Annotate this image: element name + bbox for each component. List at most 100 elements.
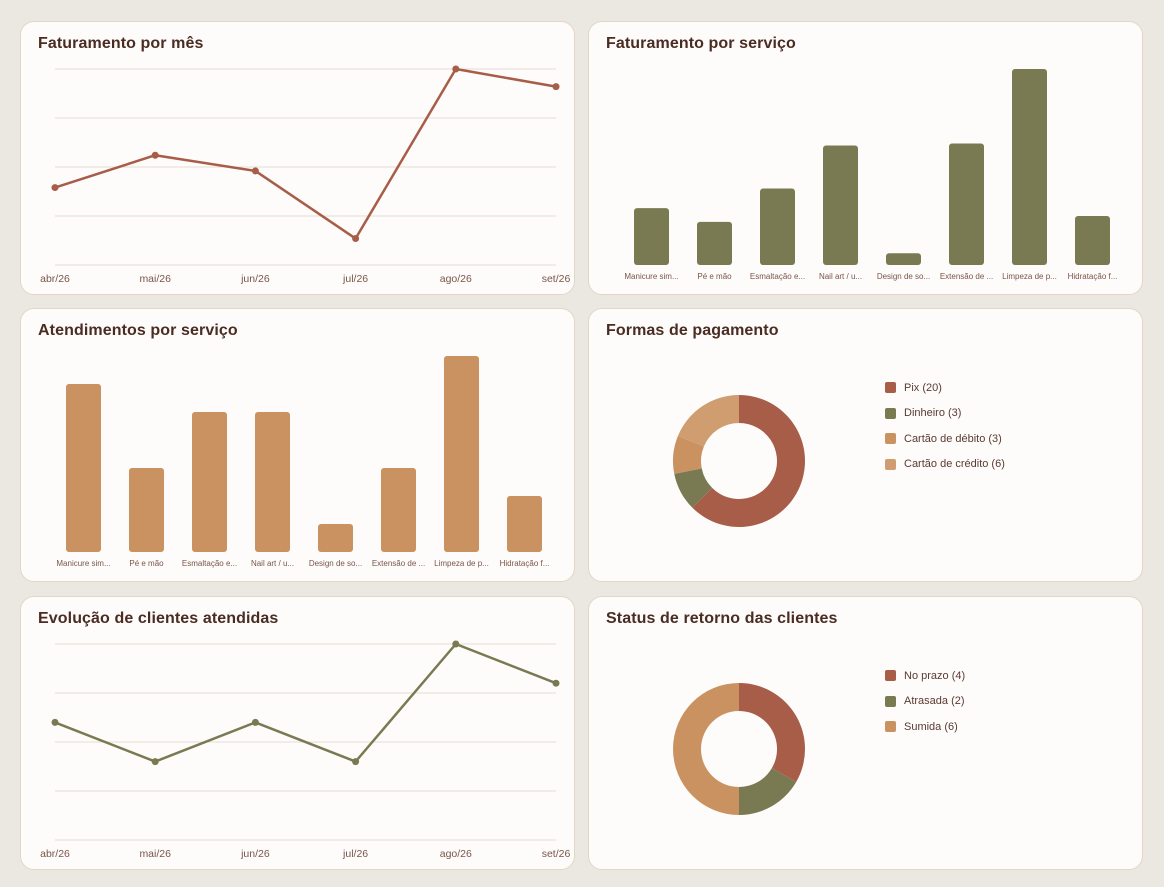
return-status-chart [673,683,805,815]
x-tick-label: Esmaltação e... [750,272,805,281]
bar [66,384,101,552]
clients-evolution-chart: abr/26 mai/26 jun/26 jul/26 ago/26 set/26 [40,640,571,860]
data-point [452,640,460,648]
bar [381,468,416,552]
payment-methods-card: Formas de pagamento Pix (20) Dinheiro (3)… [588,308,1143,582]
pie-slice [674,468,713,508]
x-tick-label: Design de so... [877,272,930,281]
legend-item: Pix (20) [885,375,1005,401]
data-point [151,151,159,159]
clients-evolution-card: Evolução de clientes atendidas abr/26 mai… [20,596,575,870]
legend-swatch [885,433,896,445]
bar [444,356,479,552]
return-status-card: Status de retorno das clientes No prazo … [588,596,1143,870]
x-tick-label: Manicure sim... [624,272,678,281]
x-tick-label: ago/26 [440,848,472,860]
legend-swatch [885,382,896,394]
pie-slice [673,435,704,474]
x-tick-label: Extensão de ... [372,559,425,568]
bar [697,221,732,265]
bar [255,412,290,552]
data-point [51,718,59,726]
appointments-by-service-card: Atendimentos por serviço Manicure sim...… [20,308,575,582]
bar [129,468,164,552]
x-tick-label: Limpeza de p... [434,559,489,568]
bar [507,496,542,552]
x-tick-label: Hidratação f... [1068,272,1118,281]
legend-swatch [885,721,896,733]
appointments-by-service-chart: Manicure sim... Pé e mão Esmaltação e... Na… [56,356,549,568]
x-tick-label: Manicure sim... [56,559,110,568]
x-tick-label: set/26 [542,848,571,860]
x-tick-label: Limpeza de p... [1002,272,1057,281]
legend-swatch [885,407,896,419]
x-tick-label: Design de so... [309,559,362,568]
legend-item: Sumida (6) [885,714,965,740]
x-tick-label: ago/26 [440,273,472,285]
revenue-by-service-chart: Manicure sim... Pé e mão Esmaltação e... Na… [624,69,1118,281]
card-title: Formas de pagamento [606,322,779,339]
bar [949,143,984,265]
x-tick-label: Pé e mão [129,559,164,568]
legend-label: Dinheiro (3) [904,407,962,420]
legend-swatch [885,670,896,682]
x-tick-label: jun/26 [240,848,270,860]
legend-swatch [885,458,896,470]
x-tick-label: Esmaltação e... [182,559,237,568]
x-tick-label: mai/26 [139,273,171,285]
x-tick-label: jun/26 [240,273,270,285]
revenue-by-month-chart: abr/26 mai/26 jun/26 jul/26 ago/26 set/26 [40,65,571,285]
x-tick-label: abr/26 [40,273,70,285]
revenue-by-service-card: Faturamento por serviço Manicure sim... P… [588,21,1143,295]
data-point [552,679,560,687]
x-tick-label: Nail art / u... [251,559,294,568]
x-tick-label: mai/26 [139,848,171,860]
bar [318,524,353,552]
series-line [54,67,557,240]
data-point [251,167,259,175]
legend-label: Cartão de débito (3) [904,432,1002,445]
payment-methods-chart [673,395,805,527]
data-point [151,758,159,766]
legend-label: No prazo (4) [904,669,966,682]
legend-label: Atrasada (2) [904,695,965,708]
legend-label: Pix (20) [904,381,942,394]
pie-slice [739,768,797,815]
x-tick-label: jul/26 [342,273,368,285]
pie-slice [673,683,739,815]
bar [1075,216,1110,265]
data-point [51,184,59,192]
legend-label: Sumida (6) [904,720,958,733]
bar [886,253,921,265]
pie-slice [678,395,739,447]
card-title: Faturamento por serviço [606,35,796,52]
revenue-by-month-card: Faturamento por mês abr/26 mai/26 jun/26 ju… [20,21,575,295]
chart-legend: Pix (20) Dinheiro (3) Cartão de débito (3)… [885,375,1005,477]
x-tick-label: Extensão de ... [940,272,993,281]
data-point [452,65,460,73]
x-tick-label: abr/26 [40,848,70,860]
x-tick-label: Pé e mão [697,272,732,281]
legend-item: No prazo (4) [885,663,965,689]
data-point [352,758,360,766]
pie-slice [692,395,805,527]
chart-legend: No prazo (4) Atrasada (2) Sumida (6) [885,663,965,740]
data-point [251,718,259,726]
legend-label: Cartão de crédito (6) [904,458,1005,471]
legend-item: Dinheiro (3) [885,401,1005,427]
bar [760,188,795,265]
legend-item: Cartão de crédito (6) [885,452,1005,478]
card-title: Atendimentos por serviço [38,322,238,339]
data-point [352,235,360,243]
card-title: Evolução de clientes atendidas [38,610,279,627]
pie-slice [739,683,805,782]
bar [823,145,858,265]
legend-item: Cartão de débito (3) [885,426,1005,452]
series-line [54,642,557,763]
x-tick-label: Nail art / u... [819,272,862,281]
bar [192,412,227,552]
legend-swatch [885,695,896,707]
bar [1012,69,1047,265]
x-tick-label: set/26 [542,273,571,285]
card-title: Status de retorno das clientes [606,610,838,627]
